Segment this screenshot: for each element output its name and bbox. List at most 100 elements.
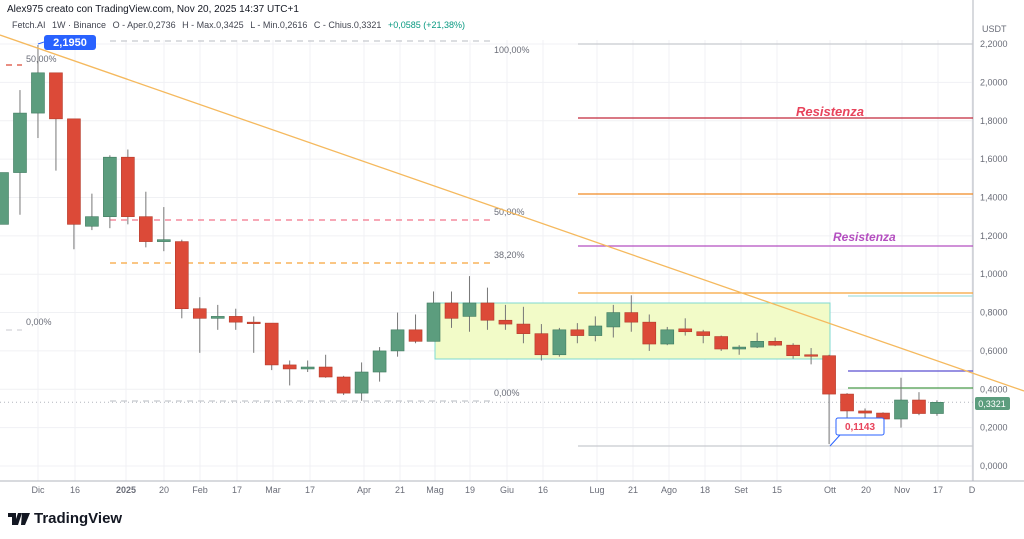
candle[interactable] [31,72,45,114]
candle[interactable] [930,402,944,414]
candle[interactable] [192,308,207,319]
candle[interactable] [354,371,369,394]
x-tick-label: Apr [357,485,371,495]
candle[interactable] [732,346,746,350]
candle[interactable] [804,354,818,357]
x-tick-label: 18 [700,485,710,495]
x-tick-label: 2025 [116,485,136,495]
candle[interactable] [426,302,441,342]
candle[interactable] [516,323,531,334]
candle[interactable] [750,341,764,348]
candle[interactable] [13,112,27,173]
candle[interactable] [103,156,117,217]
resistance-label: Resistenza [833,230,896,244]
interval-exchange: 1W · Binance [52,20,107,30]
x-tick-label: 21 [628,485,638,495]
candle[interactable] [408,329,423,342]
y-tick-label: 1,0000 [980,269,1008,279]
candle[interactable] [786,344,800,357]
candle[interactable] [534,333,549,356]
candle[interactable] [157,239,171,242]
candle[interactable] [714,336,729,350]
y-tick-label: 1,4000 [980,192,1008,202]
candle[interactable] [768,341,782,346]
last-price-text: 0,3321 [978,399,1006,409]
candle[interactable] [840,393,854,412]
candle[interactable] [85,216,99,227]
symbol-name[interactable]: Fetch.AI [12,20,46,30]
x-tick-label: Mar [265,485,281,495]
y-tick-label: 0,6000 [980,346,1008,356]
candle[interactable] [390,329,405,352]
candle[interactable] [498,319,513,325]
candle[interactable] [282,364,297,370]
y-tick-label: 0,8000 [980,308,1008,318]
resistance-label: Resistenza [796,104,864,119]
tradingview-logo-text: TradingView [34,510,123,527]
candle[interactable] [894,399,908,420]
low-price-text: 0,1143 [845,422,875,433]
candle[interactable] [822,355,836,395]
candle[interactable] [588,325,603,336]
candle[interactable] [696,331,711,336]
x-tick-label: 17 [305,485,315,495]
candle[interactable] [660,329,675,345]
candle[interactable] [678,328,693,333]
candle[interactable] [606,312,621,328]
y-tick-label: 0,2000 [980,423,1008,433]
high-label-pointer [37,41,45,45]
low-price-tag[interactable] [835,417,885,436]
candle[interactable] [444,302,459,319]
candle[interactable] [139,216,153,242]
candle[interactable] [570,329,585,336]
x-tick-label: 17 [232,485,242,495]
candle[interactable] [462,302,477,317]
candle[interactable] [624,312,639,323]
high-price-text: 2,1950 [53,37,87,49]
candle[interactable] [264,322,279,366]
ohlc-close: C - Chius.0,3321 [313,20,382,30]
ohlc-high: H - Max.0,3425 [182,20,244,30]
x-tick-label: Feb [192,485,208,495]
candle[interactable] [642,321,657,345]
candle[interactable] [858,410,872,414]
x-tick-label: 21 [395,485,405,495]
y-tick-label: 1,8000 [980,116,1008,126]
low-label-pointer [829,434,841,447]
y-tick-label: 0,4000 [980,384,1008,394]
candle[interactable] [246,321,261,324]
candle[interactable] [480,302,495,321]
y-tick-label: 1,2000 [980,231,1008,241]
tradingview-logo[interactable]: TradingView [8,510,122,527]
candle[interactable] [0,172,9,225]
y-tick-label: 2,0000 [980,77,1008,87]
candle[interactable] [67,118,81,225]
fib-level-label: 38,20% [494,250,525,260]
candle[interactable] [121,156,135,217]
trendline[interactable] [0,34,1024,392]
candle[interactable] [372,350,387,373]
x-tick-label: Ott [824,485,837,495]
candle[interactable] [912,399,926,414]
x-tick-label: Dic [32,485,45,495]
candle[interactable] [336,376,351,394]
candle[interactable] [175,241,189,310]
y-tick-label: 1,6000 [980,154,1008,164]
fib-level-label: 0,00% [494,388,520,398]
ohlc-low: L - Min.0,2616 [250,20,308,30]
candle[interactable] [318,366,333,378]
x-tick-label: 17 [933,485,943,495]
candle[interactable] [228,316,243,323]
candle[interactable] [49,72,63,120]
x-tick-label: 20 [861,485,871,495]
x-tick-label: 16 [538,485,548,495]
chart-credit: Alex975 creato con TradingView.com, Nov … [7,4,299,15]
x-tick-label: Set [734,485,748,495]
candle[interactable] [300,366,315,370]
candle[interactable] [552,329,567,356]
x-tick-label: 19 [465,485,475,495]
high-price-tag[interactable] [44,35,96,50]
ohlc-open: O - Aper.0,2736 [112,20,176,30]
candle[interactable] [210,316,225,319]
